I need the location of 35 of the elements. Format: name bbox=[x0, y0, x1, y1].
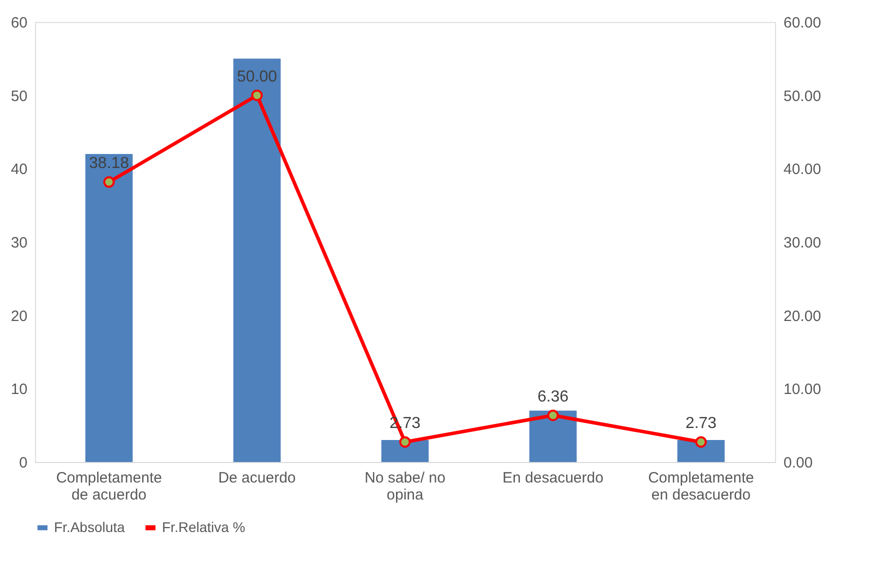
data-label: 2.73 bbox=[685, 414, 717, 432]
point bbox=[251, 90, 263, 102]
x-tick-label: Completamente de acuerdo bbox=[56, 470, 162, 504]
y2-tick-label: 10.00 bbox=[784, 381, 822, 398]
x-tick-label: No sabe/ no opina bbox=[364, 470, 446, 504]
bar bbox=[677, 440, 725, 462]
y-tick-label: 60 bbox=[10, 14, 28, 32]
y-tick-label: 50 bbox=[10, 88, 28, 105]
point bbox=[399, 436, 411, 448]
bar bbox=[233, 58, 281, 462]
data-label: 6.36 bbox=[537, 388, 569, 406]
bar bbox=[529, 410, 577, 462]
y-tick-label: 40 bbox=[10, 161, 28, 178]
y2-tick-label: 20.00 bbox=[784, 308, 822, 325]
y2-tick-label: 60.00 bbox=[784, 14, 822, 32]
data-label: 38.18 bbox=[88, 155, 130, 172]
y2-tick-label: 0.00 bbox=[784, 454, 813, 472]
y-tick-label: 30 bbox=[10, 234, 28, 252]
x-tick-label: De acuerdo bbox=[218, 470, 296, 486]
bar bbox=[85, 154, 133, 462]
y2-tick-label: 50.00 bbox=[784, 88, 822, 105]
y-tick-label: 20 bbox=[10, 308, 28, 325]
y-tick-label: 0 bbox=[19, 454, 28, 472]
point bbox=[547, 410, 559, 422]
data-label: 50.00 bbox=[236, 68, 278, 86]
legend-label: Fr.Relativa % bbox=[162, 518, 246, 535]
y2-tick-label: 30.00 bbox=[784, 234, 822, 252]
x-tick-label: En desacuerdo bbox=[502, 470, 604, 486]
point bbox=[103, 176, 115, 188]
legend-label: Fr.Absoluta bbox=[54, 518, 126, 535]
x-tick-label: Completamente en desacuerdo bbox=[648, 470, 754, 504]
y2-tick-label: 40.00 bbox=[784, 161, 822, 178]
bar bbox=[381, 440, 429, 462]
point bbox=[695, 436, 707, 448]
y-tick-label: 10 bbox=[10, 381, 28, 398]
